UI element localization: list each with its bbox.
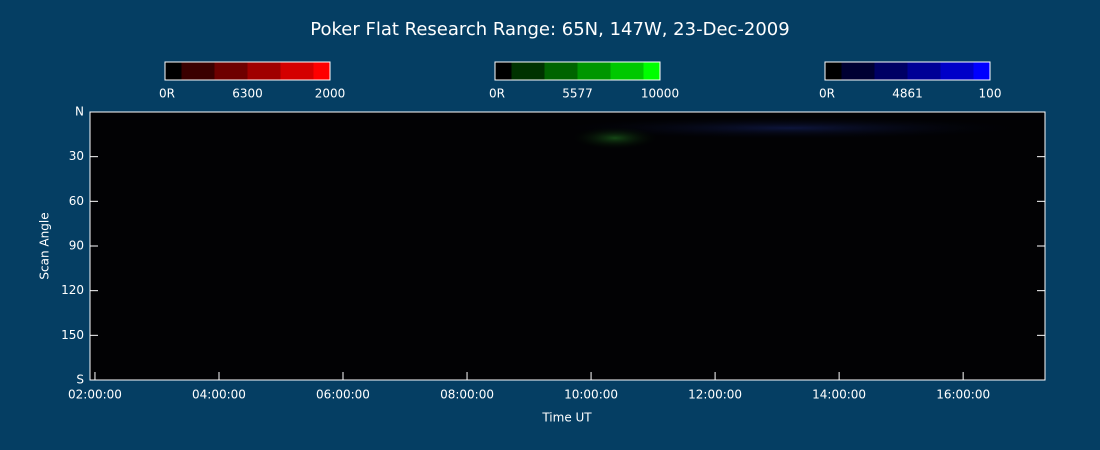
colorbar-segment xyxy=(214,62,248,80)
x-tick-label: 04:00:00 xyxy=(192,388,246,402)
colorbar-segment xyxy=(610,62,644,80)
x-tick-label: 10:00:00 xyxy=(564,388,618,402)
colorbar-segment xyxy=(280,62,314,80)
colorbar-segment xyxy=(907,62,941,80)
colorbar-segment xyxy=(825,62,842,80)
colorbar-segment xyxy=(940,62,974,80)
colorbar-segment xyxy=(181,62,215,80)
x-tick-label: 08:00:00 xyxy=(440,388,494,402)
colorbar-min-label: 0R xyxy=(489,87,505,101)
colorbar-segment xyxy=(313,62,330,80)
colorbar-segment xyxy=(643,62,660,80)
y-tick-label: 120 xyxy=(61,283,84,297)
aurora-glow xyxy=(540,116,1040,140)
colorbar-min-label: 0R xyxy=(819,87,835,101)
colorbar-segment xyxy=(495,62,512,80)
colorbar-name: 4861 xyxy=(892,87,923,101)
y-axis-label: Scan Angle xyxy=(38,212,52,279)
colorbar-min-label: 0R xyxy=(159,87,175,101)
y-tick-label: 30 xyxy=(69,149,84,163)
colorbar-segment xyxy=(874,62,908,80)
plot-area xyxy=(90,112,1045,380)
colorbar-segment xyxy=(973,62,990,80)
y-tick-label: N xyxy=(75,105,84,119)
x-tick-label: 02:00:00 xyxy=(68,388,122,402)
y-tick-label: 150 xyxy=(61,328,84,342)
colorbar-name: 5577 xyxy=(562,87,593,101)
colorbar-frame xyxy=(494,61,661,81)
colorbar-max-label: 100 xyxy=(979,87,1002,101)
x-axis-label: Time UT xyxy=(541,411,592,425)
x-tick-label: 12:00:00 xyxy=(688,388,742,402)
x-tick-label: 14:00:00 xyxy=(812,388,866,402)
colorbar-segment xyxy=(841,62,875,80)
colorbar-segment xyxy=(165,62,182,80)
chart-title: Poker Flat Research Range: 65N, 147W, 23… xyxy=(310,19,789,40)
x-tick-label: 06:00:00 xyxy=(316,388,370,402)
x-tick-label: 16:00:00 xyxy=(936,388,990,402)
colorbar-frame xyxy=(164,61,331,81)
colorbar-segment xyxy=(511,62,545,80)
colorbar-segment xyxy=(577,62,611,80)
colorbar-max-label: 10000 xyxy=(641,87,679,101)
y-tick-label: S xyxy=(76,373,84,387)
colorbar-frame xyxy=(824,61,991,81)
colorbar-segment xyxy=(544,62,578,80)
y-tick-label: 90 xyxy=(69,239,84,253)
colorbar-name: 6300 xyxy=(232,87,263,101)
y-tick-label: 60 xyxy=(69,194,84,208)
colorbar-max-label: 2000 xyxy=(315,87,346,101)
aurora-glow xyxy=(570,126,660,150)
colorbar-segment xyxy=(247,62,281,80)
